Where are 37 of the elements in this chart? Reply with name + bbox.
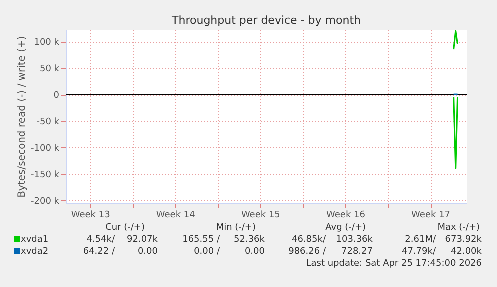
text: 165.55 / [182,235,221,245]
text: 4.54k/ [86,235,116,245]
text: 52.36k [234,235,266,245]
text: Avg (-/+) [326,223,366,233]
text: 986.26 / [288,247,327,257]
y-tick-label: 50 k [40,64,60,75]
text: 673.92k [445,235,483,245]
text: 64.22 / [83,247,116,257]
x-tick-label: Week 16 [326,210,366,220]
text: Min (-/+) [216,223,256,233]
x-tick-label: Week 14 [156,210,196,220]
text: 728.27 [342,247,373,257]
legend-label: xvda2 [21,247,49,257]
chart-title: Throughput per device - by month [171,14,361,27]
y-axis-title: Bytes/second read (-) / write (+) [17,36,28,198]
text: 0.00 [244,247,266,257]
x-tick-label: Week 13 [71,210,110,220]
text: 103.36k [336,235,374,245]
y-tick-label: -100 k [31,144,60,154]
y-tick-label: 0 [54,91,60,102]
y-tick-label: -200 k [31,196,60,207]
text: Last update: Sat Apr 25 17:45:00 2026 [306,259,482,269]
legend-label: xvda1 [21,235,49,245]
text: 0.00 / [194,247,221,257]
text: 46.85k/ [292,235,327,245]
text: 92.07k [127,235,159,245]
text: 0.00 [138,247,158,257]
text: Cur (-/+) [106,223,145,233]
x-tick-label: Week 15 [241,210,280,220]
text: 2.61M/ [405,235,437,245]
y-tick-label: -150 k [31,170,60,180]
x-tick-label: Week 17 [412,210,451,220]
y-tick-label: 100 k [34,38,60,48]
text: 47.79k/ [402,247,437,257]
y-tick-label: -50 k [36,117,60,128]
text: 42.00k [451,247,483,257]
text: Max (-/+) [438,223,480,233]
